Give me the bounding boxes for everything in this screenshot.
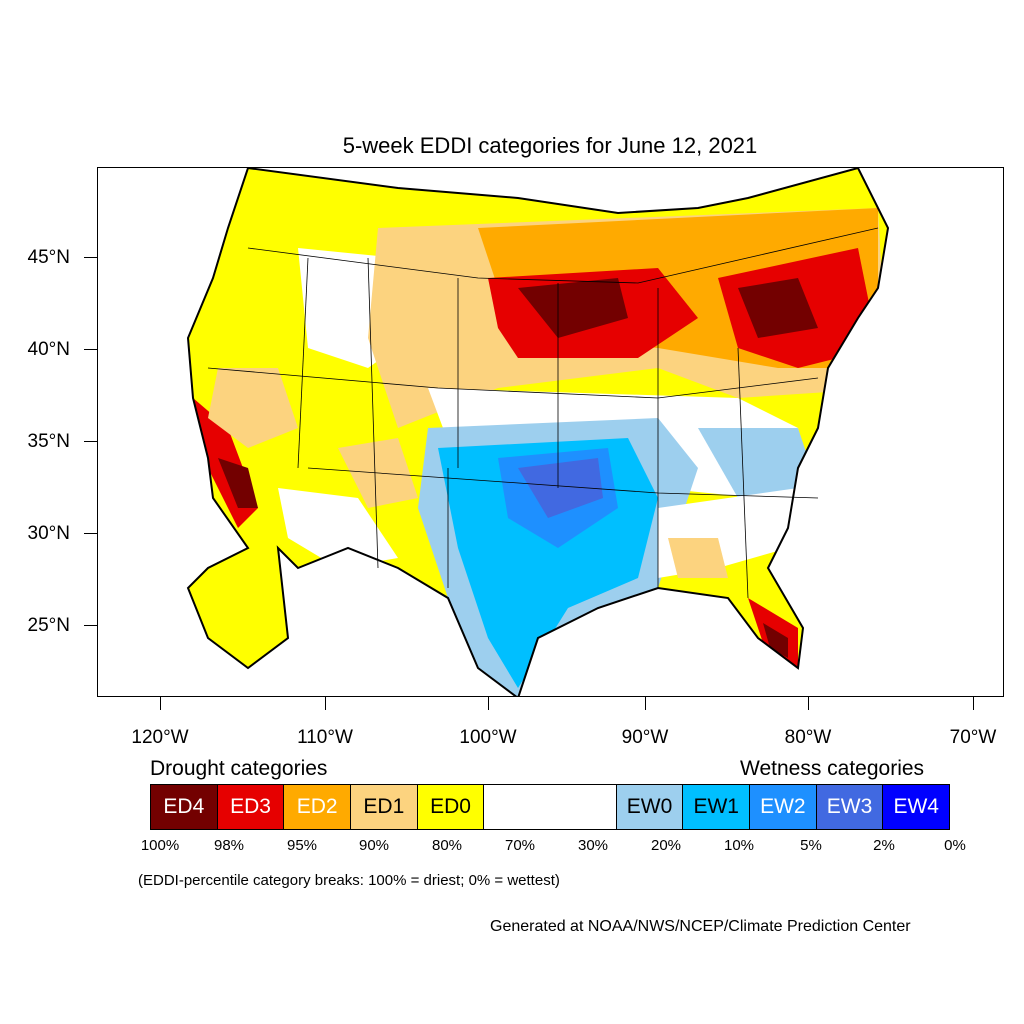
lon-label-80: 80°W — [784, 727, 832, 748]
lat-label-25: 25°N — [27, 615, 70, 636]
percentile-break: 0% — [944, 837, 966, 854]
legend-label: EW4 — [893, 795, 939, 818]
legend-label: EW1 — [693, 795, 739, 818]
legend-label: ED0 — [430, 795, 471, 818]
legend-swatch-ew1: EW1 — [683, 785, 751, 829]
credit-line: Generated at NOAA/NWS/NCEP/Climate Predi… — [490, 918, 911, 935]
legend-swatch-ed3: ED3 — [217, 785, 285, 829]
percentile-break: 10% — [723, 837, 755, 854]
legend-label: ED2 — [296, 795, 338, 818]
legend-swatch-ew3: EW3 — [816, 785, 884, 829]
lat-tick — [84, 625, 97, 626]
lon-tick — [645, 697, 646, 710]
legend-swatch-ed4: ED4 — [151, 785, 218, 829]
percentile-break: 80% — [431, 837, 463, 854]
lon-tick — [160, 697, 161, 710]
legend-label: EW0 — [626, 795, 673, 818]
lon-label-100: 100°W — [459, 727, 517, 748]
breaks-note: (EDDI-percentile category breaks: 100% =… — [138, 872, 560, 889]
percentile-break: 90% — [358, 837, 390, 854]
lat-tick — [84, 441, 97, 442]
legend-swatch-ed1: ED1 — [351, 785, 418, 829]
percentile-break: 70% — [504, 837, 536, 854]
legend-swatch-ew4: EW4 — [883, 785, 950, 829]
legend-label: ED1 — [363, 795, 405, 818]
lon-label-110: 110°W — [297, 727, 353, 748]
map-title: 5-week EDDI categories for June 12, 2021 — [342, 133, 758, 158]
legend-label: EW3 — [826, 795, 873, 818]
lon-tick — [973, 697, 974, 710]
percentile-break: 30% — [577, 837, 609, 854]
eddi-map-canvas — [186, 168, 890, 696]
legend-swatch-ed2: ED2 — [284, 785, 352, 829]
legend-swatch-ed0: ED0 — [417, 785, 485, 829]
lon-tick — [488, 697, 489, 710]
legend-bar: ED4 ED3 ED2 ED1 ED0 EW0 EW1 EW2 EW3 EW4 — [150, 784, 950, 830]
legend-swatch-neutral — [484, 785, 617, 829]
percentile-break: 2% — [873, 837, 895, 854]
lon-tick — [808, 697, 809, 710]
lat-tick — [84, 349, 97, 350]
lon-label-120: 120°W — [131, 727, 189, 748]
lat-label-35: 35°N — [27, 431, 70, 452]
percentile-break: 95% — [286, 837, 318, 854]
lon-tick — [325, 697, 326, 710]
legend-label: ED3 — [230, 795, 271, 818]
percentile-break: 100% — [140, 837, 180, 854]
percentile-break: 20% — [650, 837, 682, 854]
lat-label-30: 30°N — [27, 523, 70, 544]
lat-tick — [84, 257, 97, 258]
legend-label: ED4 — [163, 795, 205, 818]
percentile-break: 5% — [800, 837, 822, 854]
lon-label-70: 70°W — [949, 727, 997, 748]
lat-label-40: 40°N — [27, 339, 70, 360]
lon-label-90: 90°W — [621, 727, 669, 748]
lat-label-45: 45°N — [27, 247, 70, 268]
eddi-map — [97, 167, 1004, 697]
drought-categories-heading: Drought categories — [150, 757, 328, 780]
lat-tick — [84, 533, 97, 534]
wetness-categories-heading: Wetness categories — [740, 757, 925, 780]
legend-label: EW2 — [760, 795, 806, 818]
percentile-break: 98% — [213, 837, 245, 854]
legend-swatch-ew2: EW2 — [750, 785, 817, 829]
legend-swatch-ew0: EW0 — [616, 785, 684, 829]
